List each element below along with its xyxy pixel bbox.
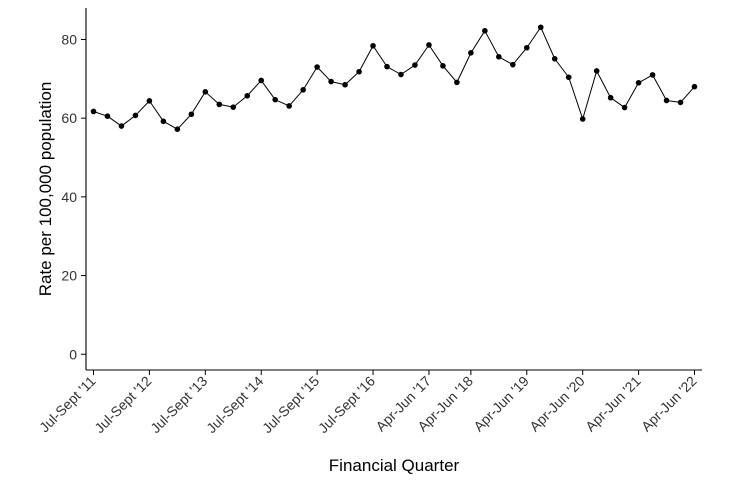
data-point	[216, 101, 223, 108]
data-point	[258, 77, 265, 84]
x-tick-label: Jul-Sept '14	[203, 373, 266, 436]
data-point	[174, 126, 181, 132]
series-line	[93, 26, 695, 130]
x-tick-label: Apr-Jun '19	[470, 373, 532, 435]
data-point	[272, 96, 278, 103]
data-point	[398, 71, 404, 78]
x-tick-label: Jul-Sept '11	[36, 373, 99, 436]
data-point	[691, 83, 698, 90]
data-point	[328, 78, 334, 85]
data-point	[649, 72, 656, 78]
data-point	[635, 79, 642, 86]
y-tick-label: 80	[61, 31, 77, 47]
x-tick-label: Apr-Jun '21	[582, 373, 644, 435]
data-point	[160, 118, 167, 125]
data-point	[132, 112, 139, 119]
data-point	[593, 68, 600, 74]
data-point	[300, 87, 306, 93]
axes	[85, 8, 702, 371]
data-point	[482, 28, 488, 34]
data-point	[286, 103, 292, 109]
y-tick-label: 60	[61, 110, 77, 126]
data-point	[537, 24, 544, 31]
y-ticks: 0 20 40 60 80	[61, 31, 86, 362]
data-point	[426, 42, 432, 48]
data-point	[356, 68, 362, 75]
x-axis-title: Financial Quarter	[329, 456, 460, 475]
y-axis-title: Rate per 100,000 population	[36, 82, 55, 297]
data-point	[244, 92, 251, 99]
x-tick-label: Jul-Sept '15	[259, 373, 322, 436]
x-tick-label: Apr-Jun '20	[526, 373, 588, 435]
x-tick-label: Jul-Sept '16	[315, 373, 378, 436]
series	[90, 24, 698, 132]
data-point	[565, 74, 572, 81]
data-point	[90, 108, 97, 115]
data-point	[607, 94, 614, 101]
data-point	[412, 62, 418, 68]
data-point	[621, 104, 628, 111]
y-tick-label: 40	[61, 189, 77, 205]
data-point	[510, 61, 516, 68]
data-point	[104, 113, 111, 120]
data-point	[579, 116, 586, 122]
x-tick-label: Apr-Jun '22	[638, 373, 700, 435]
data-point	[188, 111, 195, 118]
data-point	[496, 53, 502, 60]
data-point	[523, 44, 530, 51]
data-point	[454, 79, 460, 86]
data-point	[202, 89, 209, 95]
data-point	[468, 50, 474, 56]
y-tick-label: 0	[69, 346, 77, 362]
y-tick-label: 20	[61, 268, 77, 284]
data-point	[230, 104, 237, 110]
data-point	[440, 63, 446, 69]
x-tick-label: Jul-Sept '12	[91, 373, 154, 436]
data-point	[677, 99, 684, 106]
data-point	[118, 123, 125, 129]
data-point	[551, 55, 558, 62]
data-point	[146, 98, 153, 104]
x-tick-label: Jul-Sept '13	[147, 373, 210, 436]
data-point	[342, 81, 348, 88]
data-point	[384, 63, 390, 70]
data-point	[314, 64, 320, 70]
data-point	[663, 97, 670, 104]
data-point	[370, 42, 376, 49]
